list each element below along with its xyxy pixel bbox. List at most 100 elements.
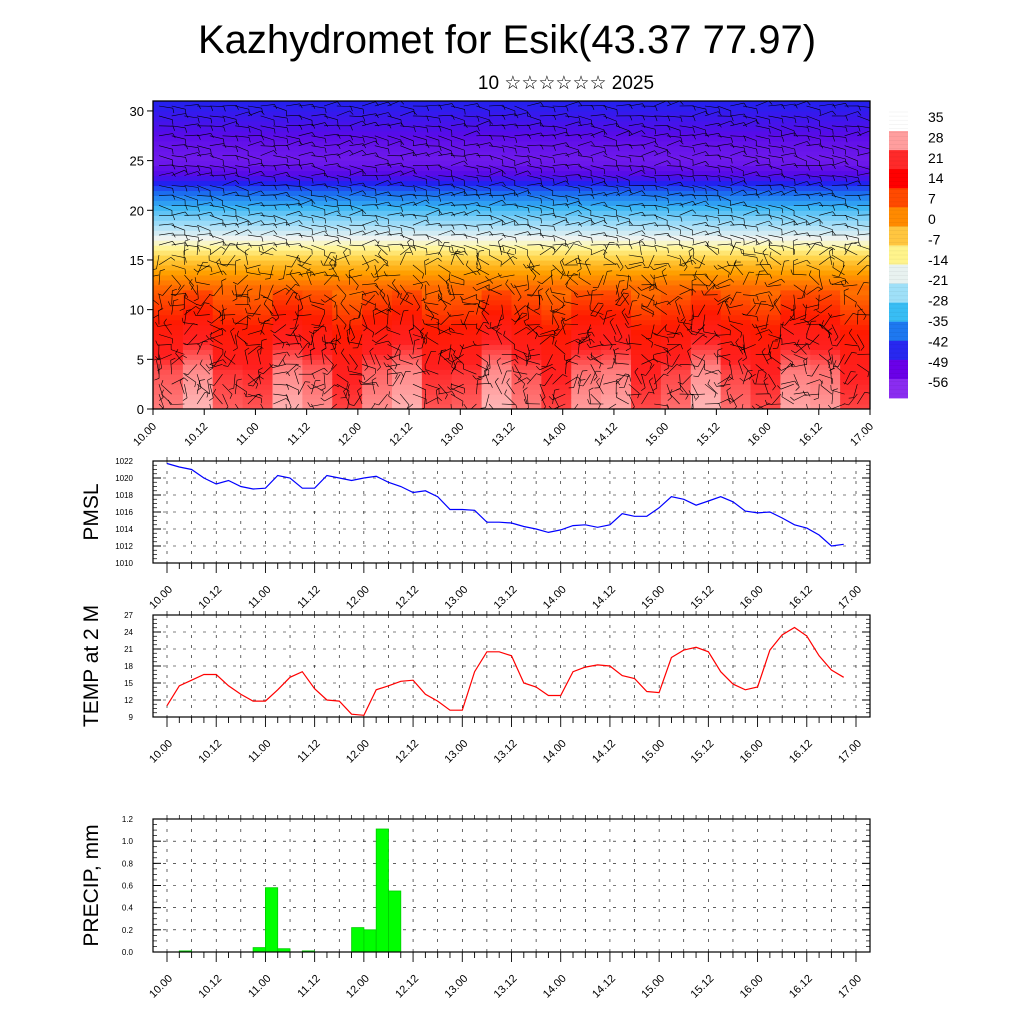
wind-barb — [260, 175, 275, 178]
wind-barb — [209, 324, 223, 331]
y-tick-label: 5 — [137, 352, 144, 367]
wind-barb-feather — [782, 147, 784, 153]
wind-barb-feather — [592, 289, 598, 292]
wind-barb — [273, 115, 288, 119]
temp-cell — [392, 364, 423, 370]
temp-cell — [451, 125, 483, 132]
wind-barb — [703, 331, 718, 335]
wind-barb — [209, 195, 223, 201]
temp-cell — [481, 110, 513, 117]
wind-barb — [425, 115, 440, 119]
temp-cell — [362, 190, 393, 196]
wind-barb — [666, 224, 681, 230]
temp-cell — [332, 314, 363, 321]
wind-barb-feather — [413, 186, 416, 192]
temp-cell — [451, 250, 483, 256]
wind-barb — [153, 314, 160, 319]
temp-cell — [690, 235, 722, 241]
wind-barb — [857, 194, 870, 196]
wind-barb — [336, 140, 350, 146]
wind-barb — [273, 172, 287, 176]
wind-barb — [260, 230, 274, 236]
wind-barb — [807, 314, 820, 323]
wind-barb — [438, 175, 453, 178]
temp-cell — [541, 269, 572, 276]
wind-barb-feather — [528, 207, 530, 213]
wind-barb-feather — [392, 278, 396, 284]
temp-cell — [481, 225, 513, 231]
wind-barb — [171, 105, 186, 110]
temp-cell — [660, 279, 692, 286]
wind-barb — [438, 391, 453, 395]
wind-barb — [386, 274, 401, 277]
wind-barb-feather — [377, 240, 380, 246]
wind-barb — [450, 155, 466, 157]
wind-barb — [311, 165, 325, 171]
temp-cell — [810, 399, 841, 405]
temp-cell — [362, 309, 393, 316]
temp-cell — [690, 284, 722, 291]
wind-barb-feather — [254, 298, 260, 301]
wind-barb-feather — [577, 376, 582, 381]
wind-barb — [158, 403, 165, 409]
temp-cell — [780, 399, 811, 405]
wind-barb-feather — [816, 310, 821, 314]
wind-barb — [424, 302, 439, 305]
wind-barb-feather — [794, 148, 796, 155]
wind-barb — [615, 284, 620, 299]
wind-barb-feather — [540, 168, 543, 174]
wind-barb-feather — [208, 367, 214, 372]
wind-barb — [541, 274, 553, 285]
temp-cell — [720, 364, 752, 370]
temp-cell — [720, 110, 752, 117]
temp-cell — [541, 140, 572, 147]
wind-barb — [831, 254, 845, 263]
wind-barb — [184, 373, 197, 383]
wind-barb-feather — [334, 384, 340, 388]
wind-barb — [523, 390, 528, 405]
wind-barb — [501, 359, 516, 365]
wind-barb — [628, 241, 643, 246]
wind-barb — [209, 143, 224, 146]
temp-cell — [780, 195, 811, 201]
wind-barb-feather — [629, 157, 632, 163]
temp-cell — [511, 145, 542, 152]
temp-cell — [601, 230, 632, 236]
temp-cell — [302, 185, 333, 192]
wind-barb — [577, 234, 592, 239]
wind-barb-feather — [365, 267, 370, 272]
wind-barb — [488, 288, 502, 295]
wind-barb-feather — [756, 208, 758, 214]
temp-cell — [362, 354, 393, 360]
temp-cell — [720, 160, 752, 167]
temp-cell — [780, 110, 811, 117]
temp-cell — [601, 245, 632, 251]
wind-barb — [465, 265, 477, 276]
temp-cell — [182, 180, 214, 187]
wind-barb — [514, 124, 529, 127]
temp-cell — [182, 220, 214, 226]
temp-cell — [541, 374, 572, 380]
wind-barb-feather — [255, 383, 259, 389]
temp-cell — [660, 354, 692, 360]
temp-cell — [660, 374, 692, 380]
wind-barb — [857, 125, 870, 129]
wind-barb — [730, 102, 745, 107]
wind-barb — [387, 310, 389, 325]
wind-barb — [425, 383, 439, 389]
wind-barb-feather — [172, 188, 174, 194]
wind-barb — [781, 342, 796, 345]
wind-barb — [641, 135, 656, 139]
wind-barb-feather — [510, 283, 514, 288]
wind-barb-feather — [829, 248, 834, 252]
wind-barb — [298, 215, 313, 219]
temp-cell — [631, 215, 662, 221]
wind-barb-feather — [845, 137, 848, 143]
temp-cell — [690, 145, 722, 152]
wind-barb-feather — [153, 268, 157, 270]
temp-cell — [362, 259, 393, 266]
temp-cell — [720, 185, 752, 192]
temp-cell — [810, 294, 841, 301]
temp-cell — [840, 115, 870, 122]
temp-cell — [631, 369, 662, 375]
